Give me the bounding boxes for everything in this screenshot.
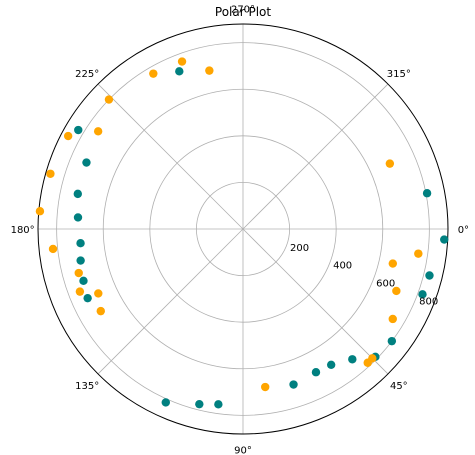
data-point-s1-11 — [63, 131, 73, 141]
data-point-s0-10 — [214, 400, 223, 409]
data-point-s1-10 — [93, 127, 103, 136]
data-point-s0-19 — [82, 158, 91, 167]
theta-tick-label-270: 270° — [231, 5, 255, 16]
theta-tick-label-225: 225° — [75, 69, 99, 80]
data-point-s1-14 — [48, 244, 58, 254]
theta-gridline-135 — [97, 228, 244, 375]
data-point-s0-18 — [73, 189, 82, 199]
data-point-s1-16 — [75, 287, 85, 296]
data-point-s1-15 — [74, 268, 83, 278]
data-point-s1-19 — [261, 382, 270, 392]
r-tick-label-800: 800 — [419, 296, 438, 307]
data-point-s0-21 — [175, 67, 184, 76]
data-point-s1-4 — [388, 314, 397, 324]
data-point-s0-15 — [76, 256, 85, 265]
data-point-s1-7 — [177, 57, 187, 66]
data-point-s0-7 — [326, 360, 336, 369]
r-tick-label-400: 400 — [333, 261, 352, 272]
data-point-s1-9 — [104, 95, 114, 104]
polar-frame — [37, 23, 449, 435]
theta-tick-label-90: 90° — [234, 445, 252, 455]
data-point-s0-2 — [418, 290, 427, 299]
theta-gridline-225 — [97, 83, 244, 230]
data-point-s0-16 — [76, 239, 85, 248]
axis-labels: 0° 45° 90° 135° 180° 225° 270° 315° 200 400 600 800 — [11, 5, 469, 455]
data-point-s1-20 — [363, 358, 372, 367]
data-point-s0-4 — [387, 336, 397, 346]
data-point-s0-13 — [83, 293, 92, 303]
data-points — [35, 57, 449, 409]
data-point-s1-18 — [96, 306, 105, 316]
chart-title: Polar Plot — [215, 5, 271, 19]
data-point-s0-11 — [195, 399, 204, 409]
theta-gridline-315 — [242, 83, 389, 230]
data-point-s0-0 — [440, 235, 449, 244]
data-point-s1-3 — [392, 286, 401, 296]
theta-tick-label-0: 0° — [458, 225, 469, 236]
theta-tick-label-135: 135° — [75, 381, 99, 392]
theta-tick-label-315: 315° — [387, 69, 411, 80]
data-point-s1-0 — [385, 159, 395, 168]
data-point-s1-1 — [414, 249, 423, 258]
data-point-s1-12 — [46, 169, 55, 178]
data-point-s0-12 — [161, 398, 170, 407]
data-point-s0-9 — [289, 380, 298, 389]
data-point-s1-2 — [388, 259, 398, 268]
data-point-s1-17 — [94, 289, 103, 298]
theta-tick-label-180: 180° — [11, 225, 35, 236]
r-tick-label-200: 200 — [290, 243, 309, 254]
data-point-s0-8 — [311, 368, 321, 377]
data-point-s1-13 — [35, 207, 45, 216]
theta-gridline-45 — [242, 228, 389, 375]
data-point-s0-20 — [74, 125, 83, 135]
data-point-s0-6 — [348, 355, 357, 364]
data-point-s1-6 — [205, 66, 214, 75]
data-point-s1-8 — [149, 69, 158, 78]
data-point-s0-3 — [422, 189, 432, 198]
polar-grid — [37, 23, 449, 435]
data-point-s0-1 — [425, 271, 434, 280]
data-point-s0-14 — [79, 276, 88, 286]
data-point-s0-17 — [73, 213, 83, 222]
theta-tick-label-45: 45° — [390, 381, 408, 392]
r-tick-label-600: 600 — [376, 278, 395, 289]
